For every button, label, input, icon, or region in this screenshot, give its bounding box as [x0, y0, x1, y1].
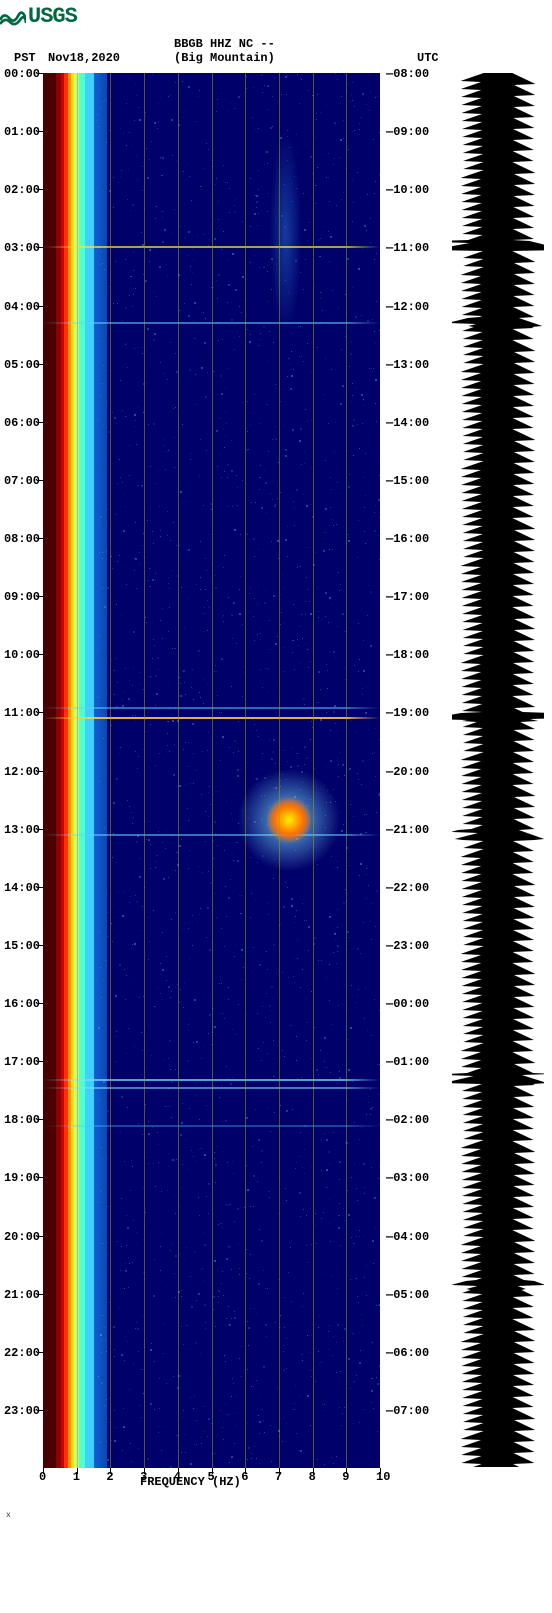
ytick-right: —03:00 — [386, 1171, 429, 1185]
usgs-wave-icon — [0, 8, 26, 26]
ytick-left: 07:00 — [0, 474, 40, 488]
right-timezone: UTC — [417, 51, 439, 65]
ytick-right: —15:00 — [386, 474, 429, 488]
ytick-left: 15:00 — [0, 939, 40, 953]
ytick-right: —08:00 — [386, 67, 429, 81]
ytick-left: 16:00 — [0, 997, 40, 1011]
ytick-right: —19:00 — [386, 706, 429, 720]
ytick-right: —22:00 — [386, 881, 429, 895]
ytick-left: 06:00 — [0, 416, 40, 430]
ytick-left: 22:00 — [0, 1346, 40, 1360]
ytick-right: —23:00 — [386, 939, 429, 953]
ytick-right: —13:00 — [386, 358, 429, 372]
ytick-right: —02:00 — [386, 1113, 429, 1127]
ytick-left: 11:00 — [0, 706, 40, 720]
ytick-right: —17:00 — [386, 590, 429, 604]
xtick: 10 — [376, 1470, 390, 1484]
left-timezone: PST — [14, 51, 36, 65]
ytick-left: 05:00 — [0, 358, 40, 372]
ytick-right: —04:00 — [386, 1230, 429, 1244]
ytick-left: 10:00 — [0, 648, 40, 662]
ytick-right: —05:00 — [386, 1288, 429, 1302]
ytick-left: 03:00 — [0, 241, 40, 255]
ytick-left: 14:00 — [0, 881, 40, 895]
ytick-right: —00:00 — [386, 997, 429, 1011]
xtick: 8 — [309, 1470, 316, 1484]
ytick-right: —21:00 — [386, 823, 429, 837]
plot-date: Nov18,2020 — [48, 51, 120, 65]
xtick: 2 — [106, 1470, 113, 1484]
ytick-right: —06:00 — [386, 1346, 429, 1360]
waveform-trace — [452, 73, 544, 1468]
ytick-left: 18:00 — [0, 1113, 40, 1127]
ytick-left: 04:00 — [0, 300, 40, 314]
ytick-left: 13:00 — [0, 823, 40, 837]
usgs-logo-text: USGS — [28, 4, 77, 29]
station-code: BBGB HHZ NC -- — [174, 37, 275, 51]
ytick-left: 19:00 — [0, 1171, 40, 1185]
ytick-left: 20:00 — [0, 1230, 40, 1244]
plot-area: 00:0001:0002:0003:0004:0005:0006:0007:00… — [0, 73, 552, 1491]
ytick-right: —16:00 — [386, 532, 429, 546]
ytick-right: —12:00 — [386, 300, 429, 314]
ytick-left: 01:00 — [0, 125, 40, 139]
xtick: 6 — [241, 1470, 248, 1484]
plot-header: PST Nov18,2020 BBGB HHZ NC -- (Big Mount… — [0, 37, 552, 73]
ytick-right: —18:00 — [386, 648, 429, 662]
ytick-left: 09:00 — [0, 590, 40, 604]
xtick: 7 — [275, 1470, 282, 1484]
station-name: (Big Mountain) — [174, 51, 275, 65]
ytick-left: 21:00 — [0, 1288, 40, 1302]
ytick-left: 17:00 — [0, 1055, 40, 1069]
ytick-left: 00:00 — [0, 67, 40, 81]
ytick-left: 23:00 — [0, 1404, 40, 1418]
xtick: 9 — [342, 1470, 349, 1484]
x-axis-label: FREQUENCY (HZ) — [140, 1475, 241, 1489]
ytick-right: —20:00 — [386, 765, 429, 779]
ytick-right: —09:00 — [386, 125, 429, 139]
ytick-right: —14:00 — [386, 416, 429, 430]
ytick-left: 12:00 — [0, 765, 40, 779]
footer-mark: x — [0, 1491, 552, 1520]
ytick-right: —07:00 — [386, 1404, 429, 1418]
xtick: 0 — [39, 1470, 46, 1484]
ytick-left: 08:00 — [0, 532, 40, 546]
ytick-right: —10:00 — [386, 183, 429, 197]
xtick: 1 — [73, 1470, 80, 1484]
ytick-left: 02:00 — [0, 183, 40, 197]
ytick-right: —01:00 — [386, 1055, 429, 1069]
ytick-right: —11:00 — [386, 241, 429, 255]
usgs-logo: USGS — [0, 0, 552, 37]
